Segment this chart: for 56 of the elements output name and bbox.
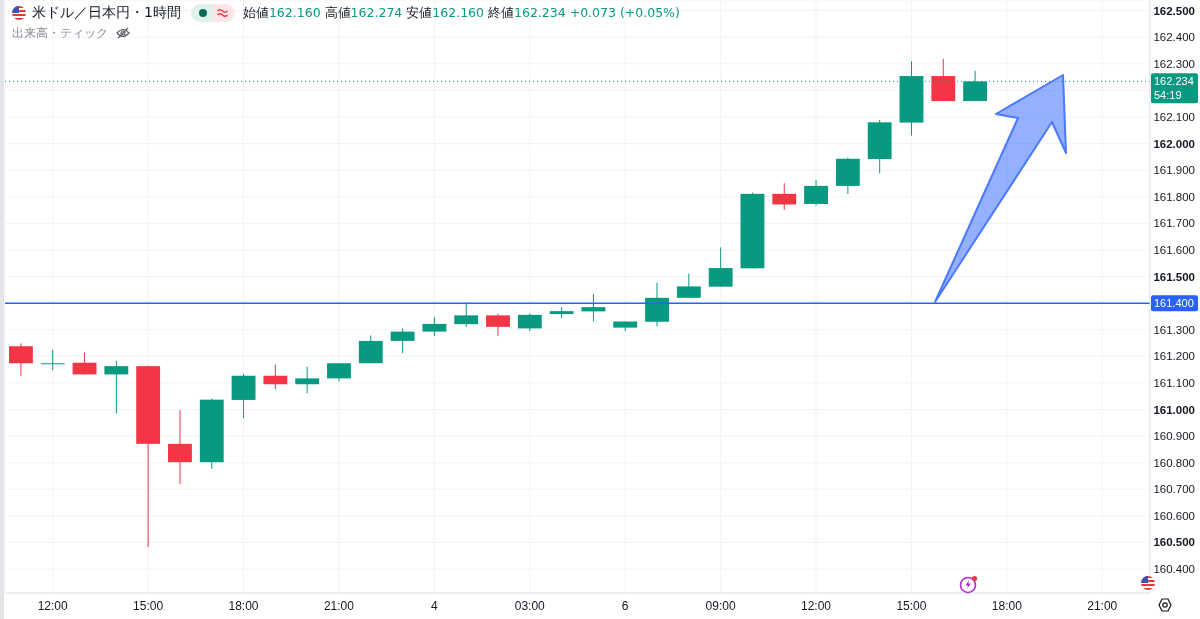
x-tick-label: 4 <box>431 598 439 613</box>
candlestick <box>581 293 606 322</box>
x-tick-label: 18:00 <box>991 598 1023 613</box>
x-tick-label: 18:00 <box>228 598 259 613</box>
candlestick <box>645 282 669 327</box>
candlestick <box>390 327 415 354</box>
y-tick-label: 161.000 <box>1153 403 1195 416</box>
candlestick <box>168 409 192 485</box>
annotation: 出来高・ティック <box>12 24 108 42</box>
candlestick <box>454 302 479 328</box>
x-tick-label: 12:00 <box>801 598 832 613</box>
candlestick <box>40 349 65 371</box>
x-tick-label: 09:00 <box>705 598 736 613</box>
y-tick-label: 161.500 <box>1153 270 1195 283</box>
candlestick <box>295 366 320 394</box>
ref-line-label: 162.234 <box>1154 75 1194 88</box>
y-tick-label: 161.700 <box>1153 217 1195 230</box>
chart-title: 米ドル／日本円・1時間 <box>32 4 181 22</box>
candlestick <box>104 360 129 414</box>
y-tick-label: 160.800 <box>1153 456 1195 469</box>
candlestick <box>708 246 733 288</box>
x-tick-label: 15:00 <box>896 598 927 613</box>
text: 54:19 <box>1154 89 1182 102</box>
y-tick-label: 161.800 <box>1153 190 1195 203</box>
x-tick-label: 6 <box>621 598 629 613</box>
y-tick-label: 161.100 <box>1153 376 1195 389</box>
x-tick-label: 15:00 <box>133 598 164 613</box>
y-tick-label: 162.100 <box>1153 111 1195 123</box>
y-tick-label: 161.600 <box>1153 243 1195 256</box>
x-tick-label: 21:00 <box>1087 598 1118 613</box>
candlestick <box>9 342 33 377</box>
x-tick-label: 21:00 <box>323 598 355 613</box>
y-tick-label: 160.900 <box>1153 430 1195 443</box>
candlestick <box>263 364 288 390</box>
x-tick-label: 03:00 <box>514 598 546 613</box>
y-tick-label: 160.400 <box>1153 563 1195 576</box>
y-tick-label: 161.900 <box>1153 164 1195 177</box>
candlestick <box>772 182 797 211</box>
y-tick-label: 162.400 <box>1153 31 1195 44</box>
y-tick-label: 161.200 <box>1153 350 1195 363</box>
y-tick-label: 162.000 <box>1153 137 1195 150</box>
ref-line-label: 161.400 <box>1154 297 1194 310</box>
candlestick <box>327 362 351 382</box>
y-tick-label: 160.500 <box>1153 536 1195 549</box>
candlestick <box>804 179 828 207</box>
candlestick <box>486 313 510 337</box>
x-tick-label: 12:00 <box>37 598 69 613</box>
candlestick <box>676 273 701 299</box>
text: 始値162.160 高値162.274 安値162.160 終値162.234 +0.073 (+0.05%) <box>242 4 680 20</box>
y-tick-label: 160.700 <box>1153 483 1195 496</box>
y-tick-label: 162.300 <box>1153 57 1195 70</box>
y-tick-label: 161.300 <box>1153 323 1195 336</box>
y-tick-label: 162.500 <box>1153 4 1195 17</box>
candlestick <box>358 335 383 364</box>
candlestick <box>422 316 447 337</box>
y-tick-label: 160.600 <box>1153 509 1195 522</box>
